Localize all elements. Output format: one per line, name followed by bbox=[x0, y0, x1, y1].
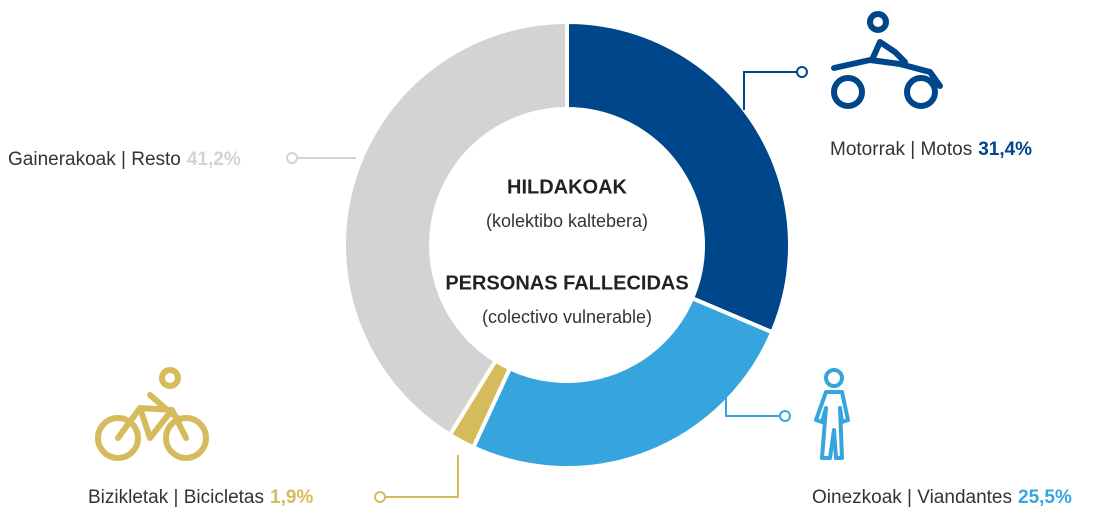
label: Gainerakoak | Resto 41,2% bbox=[8, 149, 241, 170]
category-label: Oinezkoak | Viandantes bbox=[812, 487, 1012, 508]
value-label: 41,2% bbox=[187, 149, 241, 170]
label: Motorrak | Motos 31,4% bbox=[830, 139, 1032, 160]
category-label: Gainerakoak | Resto bbox=[8, 149, 181, 170]
value-label: 1,9% bbox=[270, 487, 313, 508]
center-text: (colectivo vulnerable) bbox=[482, 307, 652, 327]
bicycle-icon bbox=[95, 367, 209, 461]
slice bbox=[342, 19, 569, 438]
label: Bizikletak | Bicicletas 1,9% bbox=[88, 487, 313, 508]
motorbike-icon bbox=[831, 11, 943, 109]
pedestrian-icon bbox=[814, 368, 850, 460]
connector bbox=[743, 71, 802, 110]
center-text: PERSONAS FALLECIDAS bbox=[445, 272, 688, 294]
category-label: Motorrak | Motos bbox=[830, 139, 972, 160]
connector bbox=[725, 396, 785, 417]
center-text: HILDAKOAK bbox=[507, 176, 628, 198]
center-text: (kolektibo kaltebera) bbox=[486, 211, 648, 231]
value-label: 25,5% bbox=[1018, 487, 1072, 508]
value-label: 31,4% bbox=[978, 139, 1032, 160]
connector-dot bbox=[779, 410, 791, 422]
slice bbox=[565, 19, 792, 335]
connector-dot bbox=[286, 152, 298, 164]
connector-dot bbox=[796, 66, 808, 78]
label: Oinezkoak | Viandantes 25,5% bbox=[812, 487, 1072, 508]
category-label: Bizikletak | Bicicletas bbox=[88, 487, 264, 508]
connector bbox=[380, 455, 459, 498]
slice bbox=[470, 295, 775, 470]
connector-dot bbox=[374, 491, 386, 503]
